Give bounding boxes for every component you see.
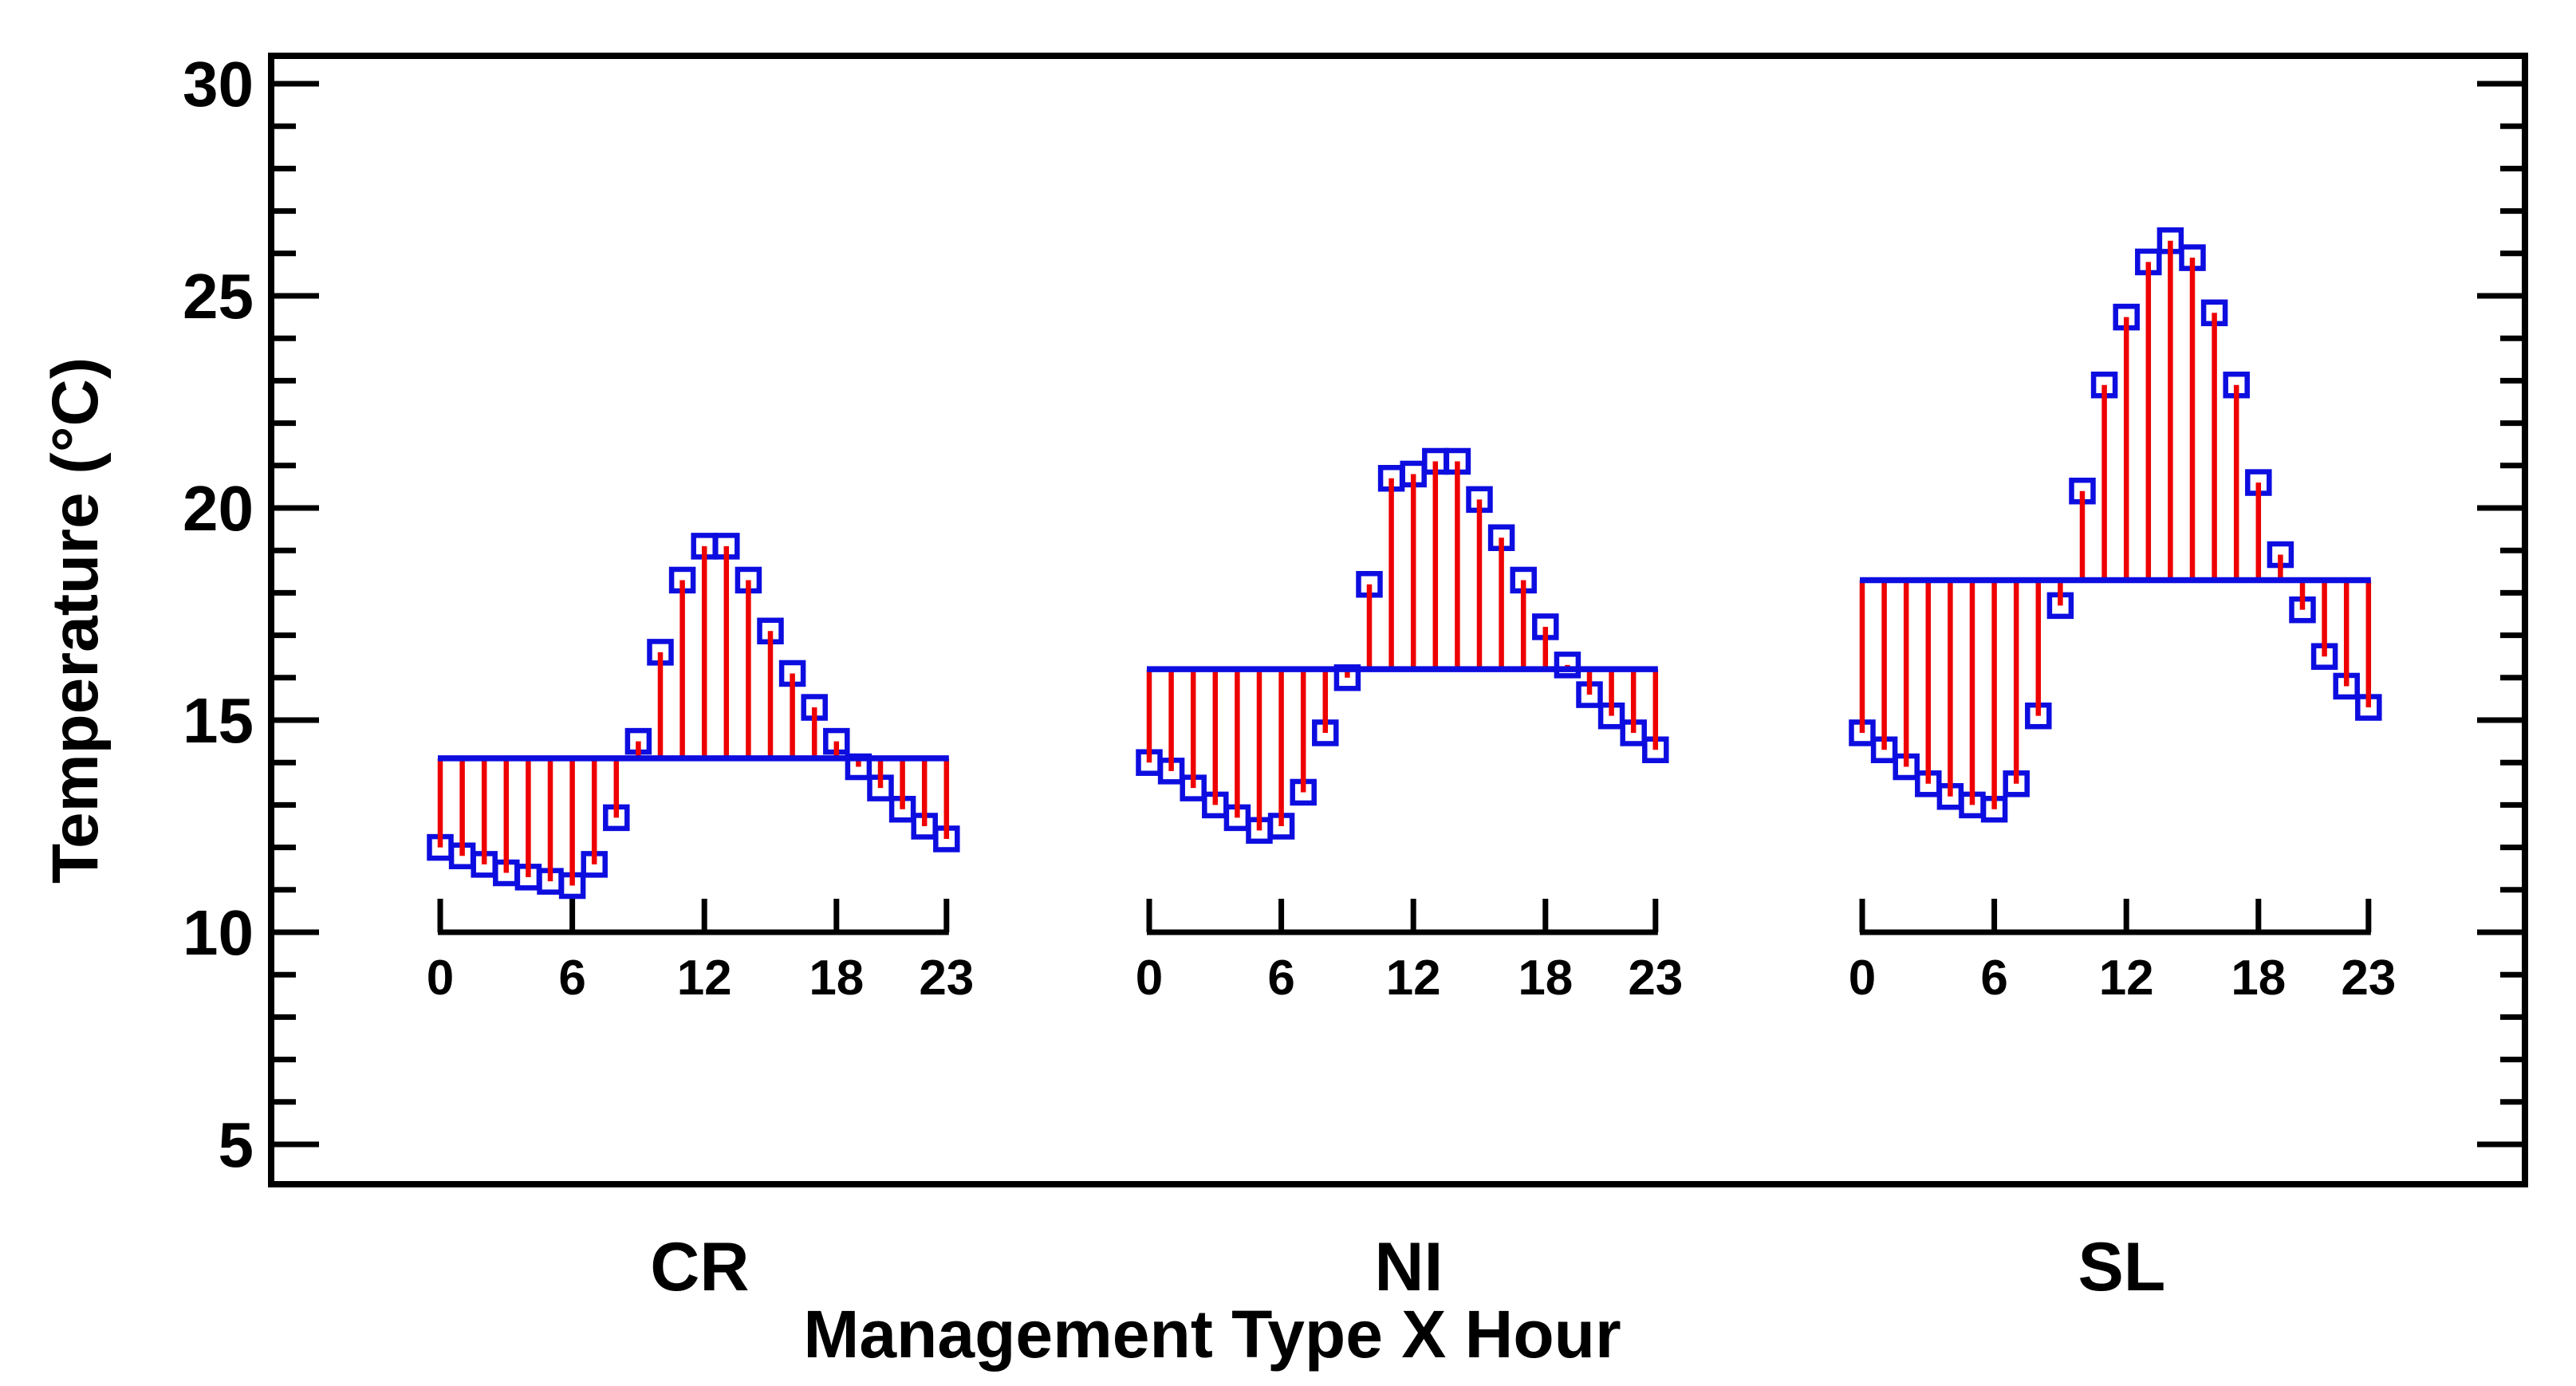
hour-tick-label: 0 bbox=[1849, 951, 1876, 1006]
hour-tick-label: 12 bbox=[2099, 951, 2154, 1006]
hour-tick-label: 6 bbox=[558, 951, 585, 1006]
hour-tick-label: 23 bbox=[919, 951, 974, 1006]
y-tick-label: 5 bbox=[219, 1109, 254, 1180]
group-label: NI bbox=[1374, 1229, 1443, 1305]
hour-tick-label: 18 bbox=[2231, 951, 2286, 1006]
hour-tick-label: 23 bbox=[2341, 951, 2396, 1006]
y-tick-label: 30 bbox=[183, 49, 254, 120]
plot-frame bbox=[268, 53, 2528, 1187]
group-label: SL bbox=[2078, 1229, 2165, 1305]
hour-tick-label: 6 bbox=[1980, 951, 2007, 1006]
hour-tick-label: 6 bbox=[1267, 951, 1294, 1006]
y-axis-title: Temperature (°C) bbox=[39, 357, 112, 884]
hour-tick-label: 0 bbox=[1136, 951, 1163, 1006]
group-label: CR bbox=[650, 1229, 749, 1305]
hour-tick-label: 23 bbox=[1628, 951, 1683, 1006]
hour-tick-label: 0 bbox=[427, 951, 454, 1006]
y-tick-label: 25 bbox=[183, 261, 254, 332]
plot-content: 30 25 20 15 10 5 0 6 12 18 23 CR 0 6 12 18 23 NI 0 6 12 18 23 S… bbox=[183, 49, 2522, 1305]
y-tick-label: 10 bbox=[183, 897, 254, 968]
hour-tick-label: 18 bbox=[809, 951, 864, 1006]
y-tick-label: 20 bbox=[183, 473, 254, 544]
y-tick-label: 15 bbox=[183, 685, 254, 756]
hour-tick-label: 12 bbox=[1386, 951, 1441, 1006]
hour-tick-label: 12 bbox=[677, 951, 732, 1006]
hour-tick-label: 18 bbox=[1518, 951, 1573, 1006]
x-axis-title: Management Type X Hour bbox=[803, 1297, 1621, 1372]
